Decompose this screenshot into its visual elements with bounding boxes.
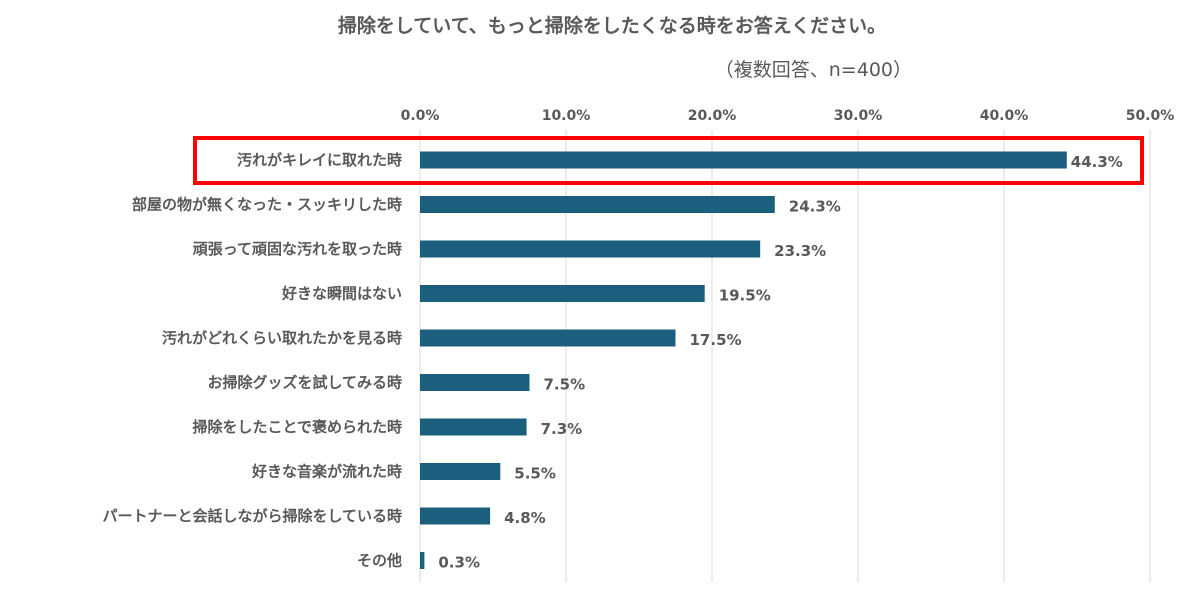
- category-label: 好きな瞬間はない: [281, 285, 402, 303]
- x-tick-label: 10.0%: [542, 108, 591, 124]
- bar: [420, 507, 491, 525]
- category-label: パートナーと会話しながら掃除をしている時: [102, 507, 402, 525]
- data-label: 44.3%: [1071, 153, 1123, 171]
- x-tick-label: 40.0%: [980, 108, 1029, 124]
- category-label: 汚れがどれくらい取れたかを見る時: [162, 329, 402, 347]
- x-tick-label: 20.0%: [688, 108, 737, 124]
- bar: [420, 240, 761, 258]
- bar: [420, 552, 425, 569]
- data-label: 5.5%: [514, 465, 556, 483]
- bar: [420, 329, 676, 347]
- bar: [420, 418, 527, 436]
- category-label: その他: [357, 552, 402, 570]
- chart-subtitle: （複数回答、n=400）: [715, 59, 912, 81]
- bar: [420, 196, 775, 213]
- bar: [420, 374, 530, 391]
- highlight-box: [193, 136, 1144, 185]
- category-label: 掃除をしたことで褒められた時: [192, 418, 402, 436]
- x-tick-label: 30.0%: [834, 108, 883, 124]
- data-label: 24.3%: [789, 198, 841, 216]
- bar: [420, 151, 1067, 169]
- data-label: 7.3%: [541, 420, 583, 438]
- category-label: お掃除グッズを試してみる時: [207, 374, 402, 392]
- bar: [420, 463, 501, 480]
- x-tick-label: 50.0%: [1126, 108, 1175, 124]
- chart-title: 掃除をしていて、もっと掃除をしたくなる時をお答えください。: [338, 14, 886, 37]
- bar: [420, 285, 705, 302]
- x-tick-label: 0.0%: [401, 108, 440, 124]
- data-label: 23.3%: [774, 242, 826, 260]
- category-label: 頑張って頑固な汚れを取った時: [192, 240, 402, 258]
- category-label: 好きな音楽が流れた時: [251, 463, 402, 481]
- category-label: 部屋の物が無くなった・スッキリした時: [132, 196, 402, 214]
- data-label: 19.5%: [719, 287, 771, 305]
- category-label: 汚れがキレイに取れた時: [237, 151, 402, 169]
- data-label: 0.3%: [438, 554, 480, 572]
- data-label: 7.5%: [544, 376, 586, 394]
- data-label: 17.5%: [690, 331, 742, 349]
- data-label: 4.8%: [504, 509, 546, 527]
